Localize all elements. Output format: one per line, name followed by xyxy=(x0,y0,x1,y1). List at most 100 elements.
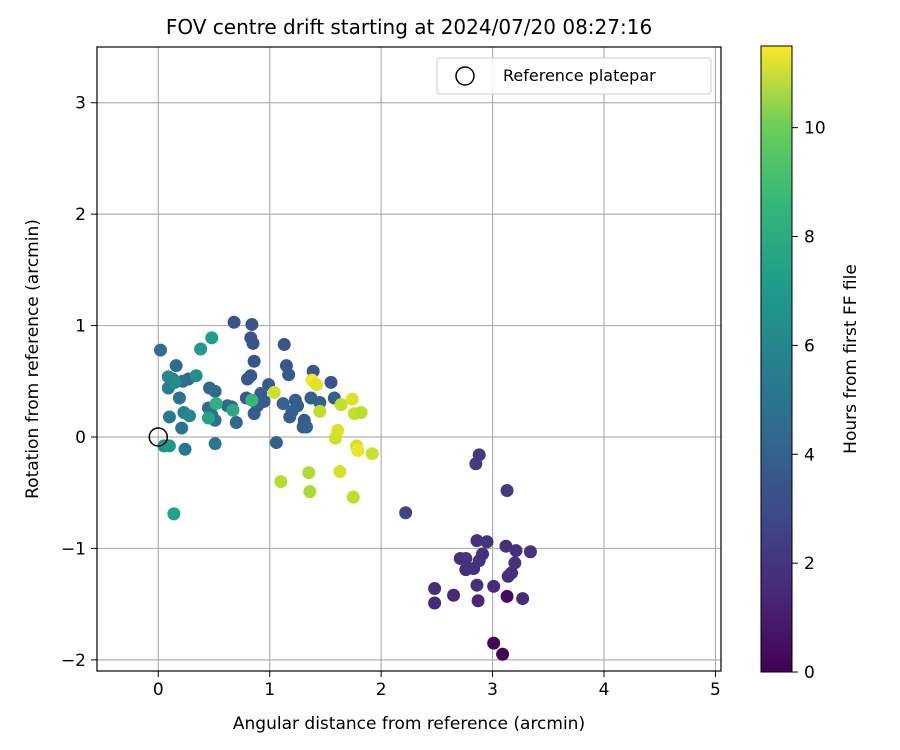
data-point xyxy=(246,336,260,350)
x-axis: 0 1 2 3 4 5 xyxy=(153,671,721,700)
y-tick-label: 1 xyxy=(75,317,86,337)
data-point xyxy=(346,490,360,504)
data-point xyxy=(459,551,473,565)
data-point xyxy=(313,395,327,409)
y-tick-label: 0 xyxy=(75,428,86,448)
data-point xyxy=(508,556,522,570)
data-point xyxy=(189,369,203,383)
reference-platepar-marker xyxy=(148,427,169,447)
x-tick-label: 2 xyxy=(376,680,387,700)
data-point xyxy=(201,411,215,425)
data-point xyxy=(244,369,258,383)
data-point xyxy=(276,397,290,411)
data-point xyxy=(182,409,196,423)
data-point xyxy=(299,420,313,434)
x-tick-label: 1 xyxy=(264,680,275,700)
plot-frame xyxy=(96,46,722,672)
data-point xyxy=(303,485,317,499)
data-point xyxy=(399,506,413,520)
data-point xyxy=(500,483,514,497)
data-point xyxy=(229,416,243,430)
data-point xyxy=(345,392,359,406)
data-point xyxy=(447,588,461,602)
legend: Reference platepar xyxy=(436,57,712,95)
data-point xyxy=(162,439,176,453)
legend-marker-icon xyxy=(455,66,475,86)
data-point xyxy=(500,589,514,603)
data-point xyxy=(496,647,510,661)
data-point xyxy=(505,566,519,580)
data-point xyxy=(302,466,316,480)
data-point xyxy=(209,397,223,411)
data-point xyxy=(162,410,176,424)
data-point xyxy=(310,378,324,392)
data-point xyxy=(269,436,283,450)
data-point xyxy=(226,403,240,417)
legend-box xyxy=(436,57,712,95)
data-point xyxy=(172,391,186,405)
data-point xyxy=(470,578,484,592)
data-point xyxy=(516,592,530,606)
data-point xyxy=(169,359,183,373)
data-point xyxy=(333,465,347,479)
data-point xyxy=(428,596,442,610)
x-tick-label: 5 xyxy=(710,680,721,700)
y-axis: −2 −1 0 1 2 3 xyxy=(61,94,97,671)
colorbar-tick-label: 10 xyxy=(804,119,826,139)
data-point xyxy=(247,354,261,368)
grid xyxy=(97,47,721,671)
data-point xyxy=(472,448,486,462)
data-point xyxy=(476,547,490,561)
colorbar-ticks: 0 2 4 6 8 10 xyxy=(792,119,826,683)
data-point xyxy=(245,393,259,407)
data-point xyxy=(274,475,288,489)
data-point xyxy=(267,385,281,399)
y-axis-label: Rotation from reference (arcmin) xyxy=(23,219,43,499)
data-point xyxy=(523,545,537,559)
data-point xyxy=(245,317,259,331)
chart-title: FOV centre drift starting at 2024/07/20 … xyxy=(166,15,652,39)
x-tick-label: 3 xyxy=(487,680,498,700)
data-point xyxy=(428,582,442,596)
x-axis-label: Angular distance from reference (arcmin) xyxy=(233,714,585,734)
data-point xyxy=(324,375,338,389)
data-point xyxy=(365,447,379,461)
data-point xyxy=(471,594,485,608)
colorbar-tick-label: 4 xyxy=(804,445,815,465)
y-tick-label: −1 xyxy=(61,539,86,559)
data-point xyxy=(499,539,513,553)
data-point xyxy=(487,636,501,650)
x-tick-label: 0 xyxy=(153,680,164,700)
data-point xyxy=(282,368,296,382)
y-tick-label: 2 xyxy=(75,205,86,225)
x-tick-label: 4 xyxy=(599,680,610,700)
data-point xyxy=(154,343,168,357)
data-point xyxy=(247,407,261,421)
data-point xyxy=(334,398,348,412)
data-point xyxy=(351,443,365,457)
data-point xyxy=(480,535,494,549)
data-point xyxy=(470,534,484,548)
colorbar-tick-label: 0 xyxy=(804,663,815,683)
data-point xyxy=(283,410,297,424)
data-point xyxy=(194,342,208,356)
data-point xyxy=(509,544,523,558)
data-point xyxy=(167,507,181,521)
data-point xyxy=(487,579,501,593)
data-point xyxy=(205,331,219,345)
colorbar-label: Hours from first FF file xyxy=(841,264,861,454)
legend-entry-reference-platepar: Reference platepar xyxy=(503,66,656,85)
colorbar-tick-label: 2 xyxy=(804,554,815,574)
colorbar-gradient xyxy=(760,45,793,673)
y-tick-label: 3 xyxy=(75,94,86,114)
data-point xyxy=(227,315,241,329)
data-point xyxy=(354,405,368,419)
y-tick-label: −2 xyxy=(61,651,86,671)
data-point xyxy=(175,421,189,435)
colorbar-tick-label: 8 xyxy=(804,228,815,248)
colorbar: 0 2 4 6 8 10 Hours from first FF file xyxy=(760,45,861,683)
colorbar-tick-label: 6 xyxy=(804,336,815,356)
data-point xyxy=(277,338,291,352)
data-point xyxy=(313,404,327,418)
